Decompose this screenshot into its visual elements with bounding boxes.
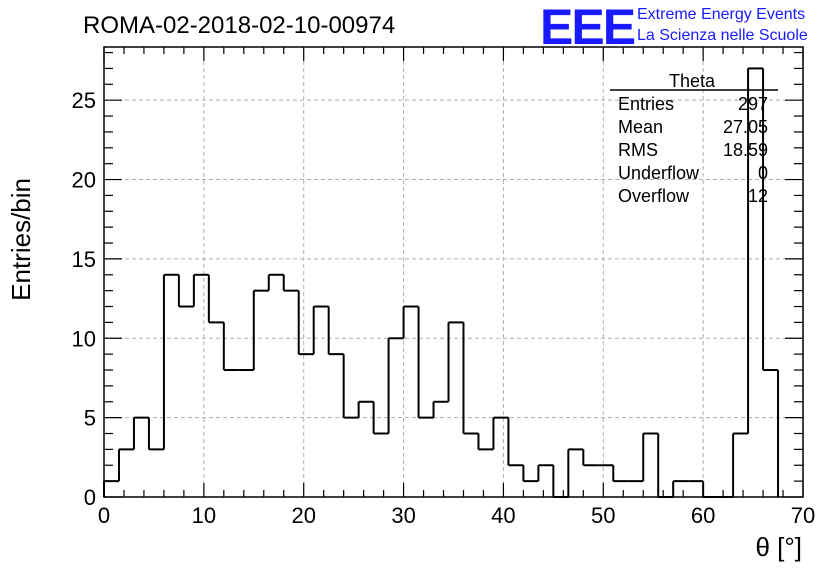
stats-value-entries: 297 — [738, 94, 768, 114]
x-tick-label: 0 — [98, 503, 110, 528]
y-tick-label: 10 — [72, 326, 96, 351]
x-axis-label: θ [°] — [755, 532, 802, 562]
grid-lines — [104, 47, 803, 497]
plot-frame — [103, 46, 804, 498]
stats-label-underflow: Underflow — [618, 163, 700, 183]
logo-mark: EEE — [540, 0, 635, 55]
eee-logo: EEE Extreme Energy Events La Scienza nel… — [540, 0, 808, 55]
logo-line-2: La Scienza nelle Scuole — [637, 27, 808, 44]
y-tick-label: 5 — [84, 406, 96, 431]
y-tick-label: 20 — [72, 168, 96, 193]
y-tick-label: 15 — [72, 247, 96, 272]
stats-value-rms: 18.59 — [723, 140, 768, 160]
x-tick-label: 30 — [391, 503, 415, 528]
stats-label-overflow: Overflow — [618, 186, 690, 206]
axes — [103, 46, 804, 498]
stats-label-rms: RMS — [618, 140, 658, 160]
histogram-line — [103, 67, 780, 498]
stats-value-overflow: 12 — [748, 186, 768, 206]
tick-labels: 0 10 20 30 40 50 60 70 0 5 10 15 20 25 — [72, 88, 816, 528]
x-tick-label: 60 — [691, 503, 715, 528]
logo-line-1: Extreme Energy Events — [637, 6, 805, 23]
y-tick-label: 25 — [72, 88, 96, 113]
x-tick-label: 70 — [791, 503, 815, 528]
x-tick-label: 40 — [491, 503, 515, 528]
x-tick-label: 10 — [192, 503, 216, 528]
y-axis-label: Entries/bin — [6, 178, 36, 301]
stats-label-entries: Entries — [618, 94, 674, 114]
x-tick-label: 20 — [291, 503, 315, 528]
y-tick-label: 0 — [84, 485, 96, 510]
chart-title: ROMA-02-2018-02-10-00974 — [83, 12, 395, 39]
stats-box: Theta Entries 297 Mean 27.05 RMS 18.59 U… — [610, 71, 778, 206]
stats-value-underflow: 0 — [758, 163, 768, 183]
x-tick-label: 50 — [591, 503, 615, 528]
stats-value-mean: 27.05 — [723, 117, 768, 137]
stats-label-mean: Mean — [618, 117, 663, 137]
stats-title: Theta — [669, 71, 716, 91]
